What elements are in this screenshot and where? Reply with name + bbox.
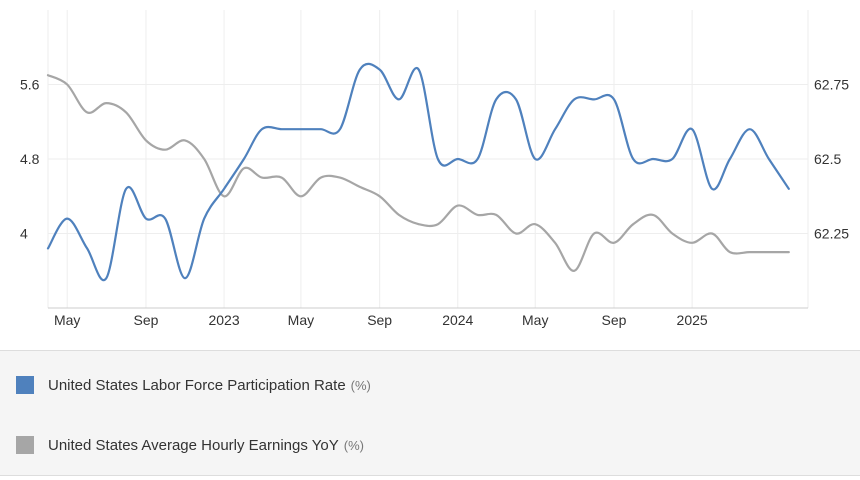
legend-unit-participation-rate: (%) xyxy=(350,377,371,393)
legend-label-participation-rate: United States Labor Force Participation … xyxy=(48,376,346,394)
series-lines xyxy=(46,62,790,282)
x-tick-label: May xyxy=(288,312,314,328)
chart-legend: United States Labor Force Participation … xyxy=(0,350,860,476)
x-tick-label: 2025 xyxy=(677,312,708,328)
tick-labels: May Sep 2023 May Sep 2024 May Sep 2025 4 4.8 5.6 62.… xyxy=(20,77,849,329)
grid-lines xyxy=(47,10,809,308)
series-line-hourly-earnings[interactable] xyxy=(46,74,790,272)
legend-swatch-participation-rate xyxy=(16,376,34,394)
line-chart: May Sep 2023 May Sep 2024 May Sep 2025 4 4.8 5.6 62.… xyxy=(20,10,849,329)
x-tick-label: May xyxy=(522,312,548,328)
legend-item-hourly-earnings[interactable]: United States Average Hourly Earnings Yo… xyxy=(16,434,364,456)
legend-swatch-hourly-earnings xyxy=(16,436,34,454)
x-tick-label: Sep xyxy=(367,312,392,328)
x-tick-label: May xyxy=(54,312,80,328)
x-tick-label: Sep xyxy=(134,312,159,328)
left-y-tick-label: 4 xyxy=(20,226,28,242)
series-line-participation-rate[interactable] xyxy=(46,62,790,282)
x-tick-label: Sep xyxy=(602,312,627,328)
legend-item-participation-rate[interactable]: United States Labor Force Participation … xyxy=(16,374,371,396)
x-tick-label: 2023 xyxy=(208,312,239,328)
right-y-tick-label: 62.25 xyxy=(814,226,849,242)
right-y-tick-label: 62.75 xyxy=(814,77,849,93)
right-y-tick-label: 62.5 xyxy=(814,151,841,167)
chart-area: May Sep 2023 May Sep 2024 May Sep 2025 4 4.8 5.6 62.… xyxy=(20,10,849,329)
x-tick-label: 2024 xyxy=(442,312,473,328)
left-y-tick-label: 4.8 xyxy=(20,151,40,167)
legend-label-hourly-earnings: United States Average Hourly Earnings Yo… xyxy=(48,436,339,454)
left-y-tick-label: 5.6 xyxy=(20,77,40,93)
legend-unit-hourly-earnings: (%) xyxy=(343,437,364,453)
